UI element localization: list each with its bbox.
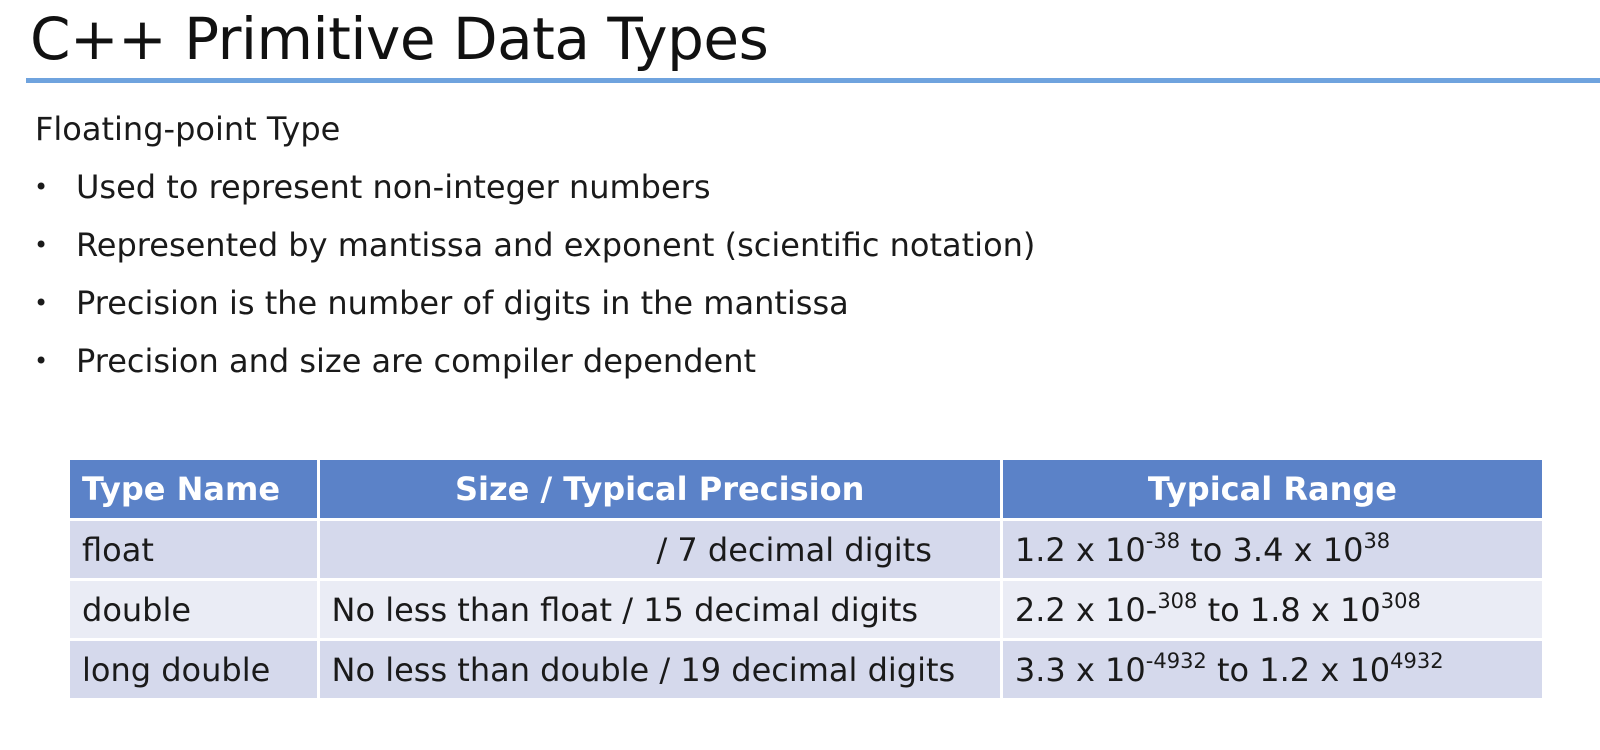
range-separator: to [1180, 530, 1233, 569]
cell-typical-range: 1.2 x 10-38 to 3.4 x 1038 [999, 518, 1546, 581]
range-low-exponent: 308 [1157, 588, 1198, 613]
cell-type-name: double [67, 578, 320, 641]
range-high-exponent: 308 [1380, 588, 1421, 613]
cell-type-name: float [67, 518, 320, 581]
bullet-list: • Used to represent non-integer numbers … [30, 166, 1035, 398]
bullet-text: Precision and size are compiler dependen… [76, 342, 757, 380]
bullet-item: • Precision is the number of digits in t… [30, 282, 1035, 340]
bullet-item: • Precision and size are compiler depend… [30, 340, 1035, 398]
table-row: double No less than float / 15 decimal d… [67, 578, 1546, 641]
cell-size-precision: / 7 decimal digits [316, 518, 1003, 581]
header-type-name: Type Name [67, 457, 320, 521]
range-low-base: 1.2 x 10 [1014, 530, 1146, 569]
table-row: float / 7 decimal digits 1.2 x 10-38 to … [67, 518, 1546, 581]
header-typical-range: Typical Range [999, 457, 1546, 521]
range-low-exponent: -38 [1145, 528, 1181, 553]
range-high-base: 1.8 x 10 [1249, 590, 1381, 629]
range-high-exponent: 38 [1363, 528, 1391, 553]
bullet-item: • Represented by mantissa and exponent (… [30, 224, 1035, 282]
bullet-icon: • [34, 347, 49, 375]
floating-point-types-table: Type Name Size / Typical Precision Typic… [67, 457, 1546, 701]
cell-typical-range: 3.3 x 10-4932 to 1.2 x 104932 [999, 638, 1546, 701]
range-low-exponent: -4932 [1145, 648, 1207, 673]
range-high-base: 3.4 x 10 [1232, 530, 1364, 569]
bullet-text: Precision is the number of digits in the… [76, 284, 849, 322]
table-row: long double No less than double / 19 dec… [67, 638, 1546, 701]
bullet-icon: • [34, 289, 49, 317]
bullet-item: • Used to represent non-integer numbers [30, 166, 1035, 224]
cell-type-name: long double [67, 638, 320, 701]
range-high-base: 1.2 x 10 [1259, 650, 1391, 689]
range-separator: to [1206, 650, 1260, 689]
bullet-icon: • [34, 231, 49, 259]
cell-size-precision: No less than float / 15 decimal digits [316, 578, 1003, 641]
range-low-base: 2.2 x 10- [1014, 590, 1158, 629]
range-low-base: 3.3 x 10 [1014, 650, 1146, 689]
bullet-icon: • [34, 173, 49, 201]
header-size-precision: Size / Typical Precision [316, 457, 1003, 521]
table-header-row: Type Name Size / Typical Precision Typic… [67, 457, 1546, 521]
bullet-text: Used to represent non-integer numbers [76, 168, 711, 206]
slide-title: C++ Primitive Data Types [30, 5, 769, 73]
cell-typical-range: 2.2 x 10-308 to 1.8 x 10308 [999, 578, 1546, 641]
range-high-exponent: 4932 [1390, 648, 1444, 673]
section-heading: Floating-point Type [35, 110, 341, 148]
title-underline [26, 78, 1600, 83]
cell-size-precision: No less than double / 19 decimal digits [316, 638, 1003, 701]
range-separator: to [1197, 590, 1250, 629]
bullet-text: Represented by mantissa and exponent (sc… [76, 226, 1036, 264]
